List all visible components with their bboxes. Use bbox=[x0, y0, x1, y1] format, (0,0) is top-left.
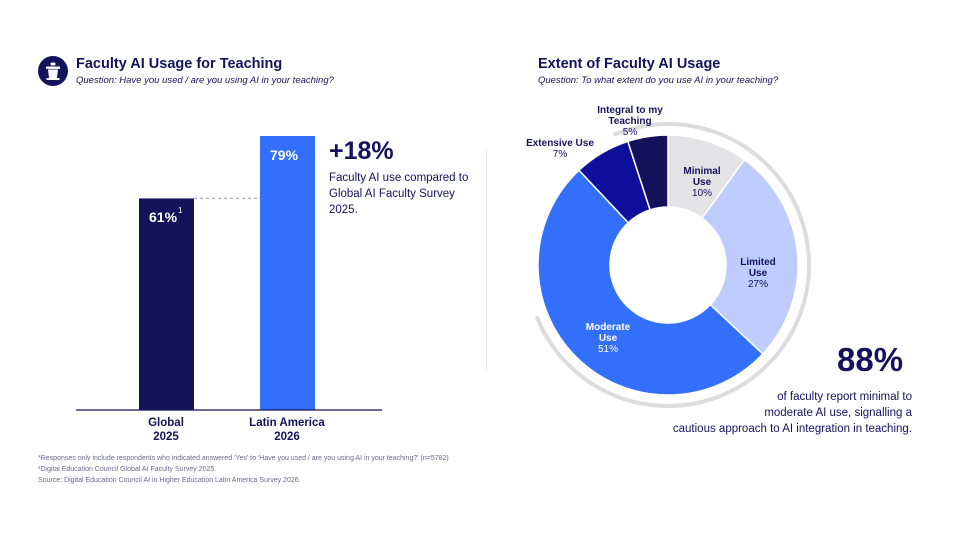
footnote-source: Source: Digital Education Council AI in … bbox=[38, 477, 301, 484]
growth-stat-description: Faculty AI use compared to Global AI Fac… bbox=[329, 172, 469, 216]
footnote-global-survey: ¹Digital Education Council Global AI Fac… bbox=[38, 466, 217, 473]
category-label-latam: Latin America 2026 bbox=[249, 417, 325, 443]
outer-ring-arc bbox=[535, 122, 811, 408]
growth-stat: +18% bbox=[329, 137, 394, 165]
slice-integral bbox=[626, 134, 669, 211]
panel-divider bbox=[486, 150, 487, 370]
slice-label-limited: Limited Use 27% bbox=[740, 257, 776, 290]
slice-limited bbox=[701, 158, 799, 356]
category-label-global: Global 2025 bbox=[148, 417, 184, 443]
left-chart-subtitle: Question: Have you used / are you using … bbox=[76, 75, 334, 86]
right-chart-subtitle: Question: To what extent do you use AI i… bbox=[538, 75, 779, 86]
bar-chart bbox=[76, 136, 382, 411]
slice-label-integral: Integral to my Teaching 5% bbox=[597, 105, 663, 138]
left-chart-title: Faculty AI Usage for Teaching bbox=[76, 56, 283, 72]
slice-moderate bbox=[537, 169, 764, 396]
slice-label-extensive: Extensive Use 7% bbox=[526, 138, 594, 160]
slice-label-moderate: Moderate Use 51% bbox=[585, 322, 631, 355]
slice-label-minimal: Minimal Use 10% bbox=[683, 166, 721, 199]
bar-global bbox=[139, 198, 194, 410]
bar-value-label-latam: 79% bbox=[270, 147, 299, 163]
bar-latam bbox=[260, 136, 315, 410]
bar-value-label-global: 61%1 bbox=[149, 206, 183, 226]
usage-stat-description: of faculty report minimal to moderate AI… bbox=[672, 391, 912, 435]
right-chart-title: Extent of Faculty AI Usage bbox=[538, 56, 721, 72]
podium-icon bbox=[38, 56, 68, 86]
usage-stat: 88% bbox=[837, 341, 904, 378]
footnote-responses: *Responses only include respondents who … bbox=[38, 455, 449, 462]
